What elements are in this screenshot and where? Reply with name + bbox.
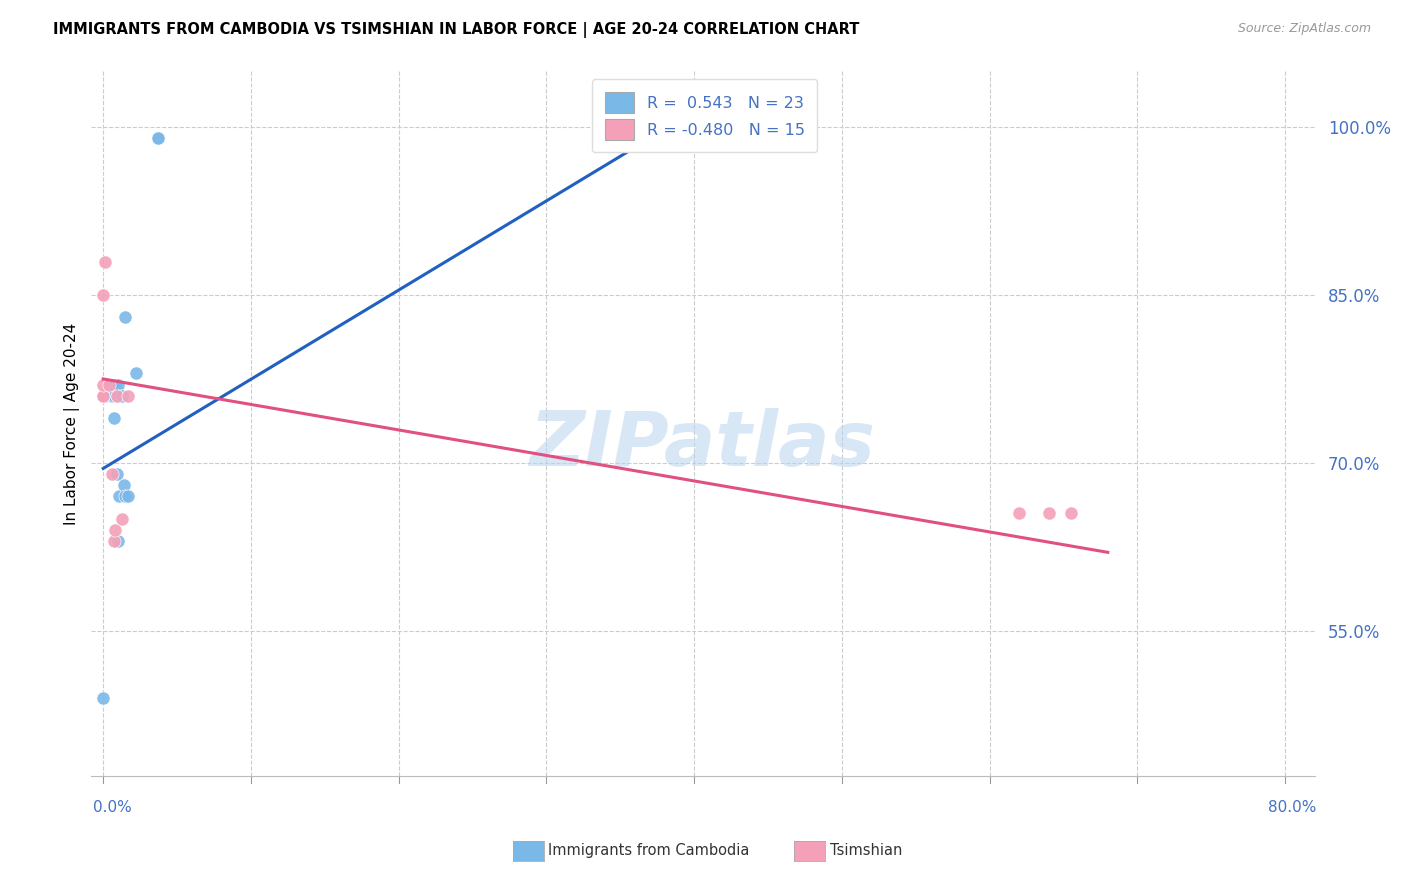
Point <box>112 478 135 492</box>
Point <box>1008 506 1031 520</box>
Point <box>108 389 131 403</box>
Point <box>93 254 115 268</box>
Point <box>117 389 139 403</box>
Point <box>100 389 122 403</box>
Point <box>98 377 121 392</box>
Point <box>104 523 127 537</box>
Point <box>103 534 125 549</box>
Point <box>101 467 124 481</box>
Text: ZIPatlas: ZIPatlas <box>530 408 876 482</box>
Point <box>91 389 114 403</box>
Point <box>103 411 125 425</box>
Point <box>105 389 128 403</box>
Point <box>104 377 127 392</box>
Point <box>146 131 169 145</box>
Point <box>125 367 148 381</box>
Text: 80.0%: 80.0% <box>1268 800 1316 814</box>
Point <box>101 389 124 403</box>
Text: Tsimshian: Tsimshian <box>830 844 901 858</box>
Text: Immigrants from Cambodia: Immigrants from Cambodia <box>548 844 749 858</box>
Point <box>91 389 114 403</box>
Point <box>91 288 114 302</box>
Y-axis label: In Labor Force | Age 20-24: In Labor Force | Age 20-24 <box>65 323 80 524</box>
Point <box>117 490 139 504</box>
Point <box>111 512 134 526</box>
Point <box>1060 506 1083 520</box>
Point <box>91 377 114 392</box>
Point <box>105 467 128 481</box>
Point <box>108 490 131 504</box>
Point <box>114 310 136 325</box>
Text: Source: ZipAtlas.com: Source: ZipAtlas.com <box>1237 22 1371 36</box>
Text: 0.0%: 0.0% <box>93 800 132 814</box>
Point <box>91 690 114 705</box>
Legend: R =  0.543   N = 23, R = -0.480   N = 15: R = 0.543 N = 23, R = -0.480 N = 15 <box>592 79 817 153</box>
Point <box>1038 506 1060 520</box>
Point <box>111 389 134 403</box>
Point <box>100 377 122 392</box>
Point <box>100 389 122 403</box>
Point <box>103 389 125 403</box>
Point <box>105 389 128 403</box>
Point <box>107 377 129 392</box>
Point <box>107 534 129 549</box>
Point <box>114 490 136 504</box>
Point <box>96 389 118 403</box>
Text: IMMIGRANTS FROM CAMBODIA VS TSIMSHIAN IN LABOR FORCE | AGE 20-24 CORRELATION CHA: IMMIGRANTS FROM CAMBODIA VS TSIMSHIAN IN… <box>53 22 860 38</box>
Point <box>146 131 169 145</box>
